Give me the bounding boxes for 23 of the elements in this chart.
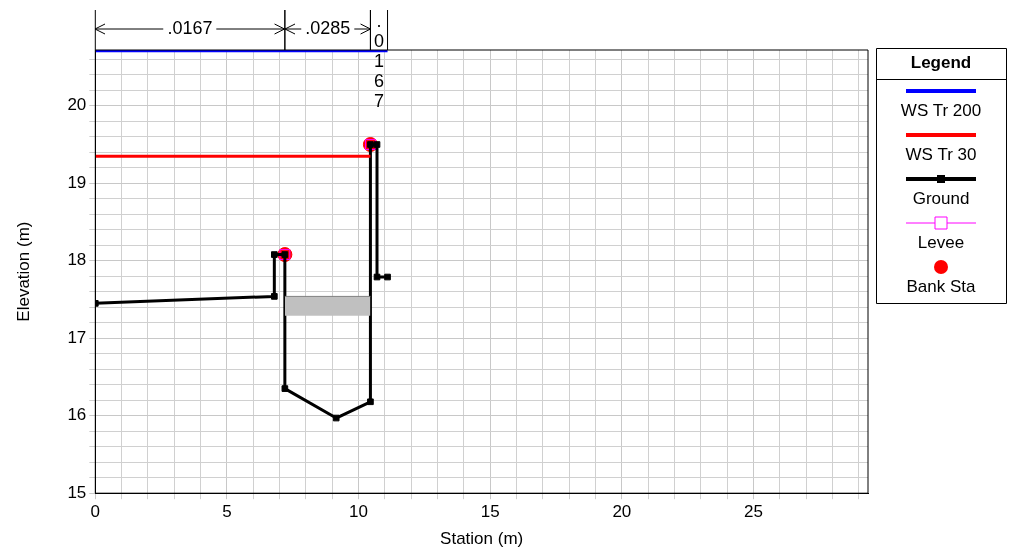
- text: .0167: [167, 17, 213, 38]
- x-tick-label: 0: [90, 502, 101, 522]
- y-tick-label: 20: [67, 95, 87, 115]
- x-tick-label: 25: [744, 502, 763, 522]
- legend-label: WS Tr 30: [905, 144, 977, 164]
- x-axis-title: Station (m): [440, 529, 524, 549]
- legend-label: WS Tr 200: [900, 100, 982, 120]
- x-tick-label: 15: [480, 502, 500, 522]
- y-tick-label: 16: [67, 405, 87, 425]
- text: .0285: [305, 17, 351, 38]
- annotation: .0167: [373, 10, 384, 111]
- legend-label: Bank Sta: [906, 276, 977, 296]
- x-tick-label: 20: [612, 502, 632, 522]
- y-tick-label: 19: [67, 172, 87, 192]
- y-tick-label: 15: [67, 482, 87, 502]
- x-tick-label: 10: [349, 502, 369, 522]
- legend-title: Legend: [910, 52, 972, 72]
- y-axis-title: Elevation (m): [13, 221, 33, 322]
- y-tick-label: 17: [67, 327, 87, 347]
- x-tick-label: 5: [222, 502, 232, 522]
- y-tick-label: 18: [67, 250, 87, 270]
- legend-label: Ground: [912, 188, 970, 208]
- legend-label: Levee: [917, 232, 965, 252]
